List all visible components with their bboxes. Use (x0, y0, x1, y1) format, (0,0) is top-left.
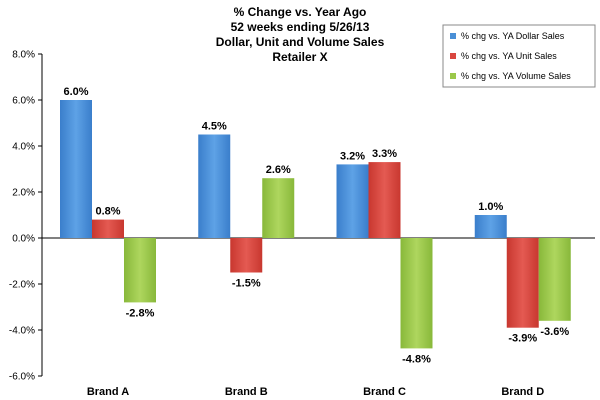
category-labels: Brand A Brand B Brand C Brand D (87, 386, 544, 398)
y-tick-label: -4.0% (9, 326, 35, 337)
title-line-3: Dollar, Unit and Volume Sales (216, 35, 385, 49)
data-label-unit-4: -3.9% (508, 333, 537, 345)
chart-title: % Change vs. Year Ago 52 weeks ending 5/… (216, 5, 385, 64)
y-tick-label: -6.0% (9, 372, 35, 383)
y-tick-label: 0.0% (12, 234, 35, 245)
bar-dollar-3 (336, 164, 369, 238)
data-label-volume-1: -2.8% (126, 307, 155, 319)
data-label-volume-3: -4.8% (402, 353, 431, 365)
legend-swatch-unit (450, 53, 456, 59)
category-label: Brand B (225, 386, 268, 398)
bar-dollar-4 (474, 215, 507, 238)
legend-box (442, 24, 596, 88)
data-label-dollar-2: 4.5% (202, 121, 227, 133)
y-tick-label: -2.0% (9, 280, 35, 291)
bar-dollar-1 (60, 100, 92, 238)
data-label-dollar-4: 1.0% (478, 201, 503, 213)
bar-unit-4 (506, 238, 539, 328)
bar-volume-4 (538, 238, 571, 321)
bars (60, 100, 571, 349)
category-label: Brand A (87, 386, 129, 398)
data-label-unit-1: 0.8% (95, 206, 120, 218)
legend-label-unit: % chg vs. YA Unit Sales (461, 51, 557, 61)
bar-volume-2 (262, 178, 295, 238)
y-tick-label: 6.0% (12, 96, 35, 107)
data-label-unit-2: -1.5% (232, 278, 261, 290)
category-label: Brand C (363, 386, 406, 398)
legend: % chg vs. YA Dollar Sales % chg vs. YA U… (442, 24, 596, 88)
data-labels: 6.0% 0.8% -2.8% 4.5% -1.5% 2.6% 3.2% 3.3% -4.8% 1… (63, 86, 569, 365)
y-tick-label: 2.0% (12, 188, 35, 199)
data-label-volume-2: 2.6% (266, 164, 291, 176)
title-line-1: % Change vs. Year Ago (234, 5, 367, 19)
data-label-unit-3: 3.3% (372, 148, 397, 160)
legend-swatch-dollar (450, 33, 456, 39)
y-tick-label: 8.0% (12, 50, 35, 61)
legend-label-volume: % chg vs. YA Volume Sales (461, 71, 571, 81)
y-tick-label: 4.0% (12, 142, 35, 153)
bar-dollar-2 (198, 134, 231, 238)
data-label-dollar-1: 6.0% (63, 86, 88, 98)
legend-label-dollar: % chg vs. YA Dollar Sales (461, 31, 565, 41)
bar-unit-3 (368, 162, 401, 238)
data-label-dollar-3: 3.2% (340, 150, 365, 162)
title-line-4: Retailer X (272, 50, 327, 64)
bar-unit-2 (230, 238, 263, 273)
title-line-2: 52 weeks ending 5/26/13 (231, 20, 370, 34)
legend-swatch-volume (450, 73, 456, 79)
bar-unit-1 (92, 219, 124, 238)
bar-volume-3 (400, 238, 433, 349)
bar-volume-1 (124, 238, 156, 303)
data-label-volume-4: -3.6% (540, 326, 569, 338)
category-label: Brand D (501, 386, 544, 398)
